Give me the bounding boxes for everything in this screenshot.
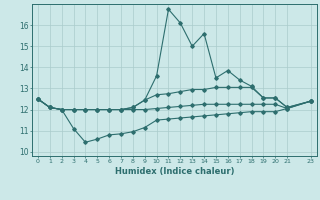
X-axis label: Humidex (Indice chaleur): Humidex (Indice chaleur) bbox=[115, 167, 234, 176]
